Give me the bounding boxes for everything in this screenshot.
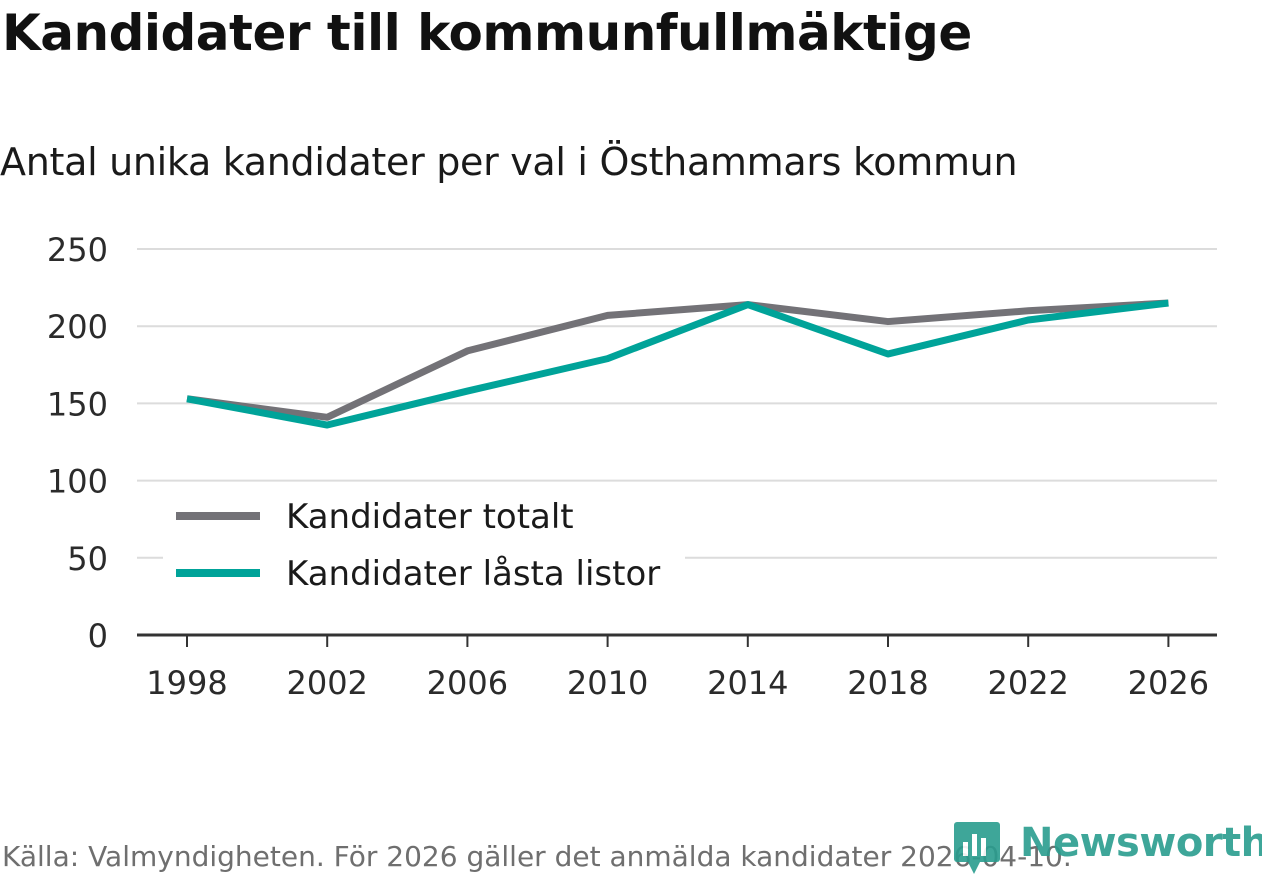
legend-background (163, 492, 685, 602)
x-axis: 1998 2002 2006 2010 2014 2018 2022 2026 (137, 633, 1217, 702)
y-tick-label: 50 (67, 540, 108, 578)
x-tick-label: 1998 (146, 664, 227, 702)
source-note: Källa: Valmyndigheten. För 2026 gäller d… (2, 840, 1072, 873)
x-tick-label: 2002 (286, 664, 367, 702)
y-tick-label: 150 (47, 385, 108, 423)
legend-label-total: Kandidater totalt (286, 497, 574, 537)
y-tick-label: 250 (47, 231, 108, 269)
y-tick-label: 100 (47, 463, 108, 501)
x-tick-label: 2022 (987, 664, 1068, 702)
x-tick-label: 2014 (707, 664, 788, 702)
x-tick-label: 2006 (427, 664, 508, 702)
y-tick-label: 200 (47, 308, 108, 346)
series-lines (186, 299, 1169, 429)
y-tick-label: 0 (88, 617, 108, 655)
y-axis-ticks: 0 50 100 150 200 250 (47, 231, 108, 655)
x-tick-label: 2026 (1128, 664, 1209, 702)
newsworthy-logo-text: Newsworthy (1020, 820, 1262, 866)
x-tick-label: 2010 (567, 664, 648, 702)
legend: Kandidater totalt Kandidater låsta listor (163, 492, 685, 602)
chart-title: Kandidater till kommunfullmäktige (2, 4, 972, 62)
x-tick-label: 2018 (847, 664, 928, 702)
newsworthy-logo-icon (954, 822, 1000, 874)
chart-subtitle: Antal unika kandidater per val i Östhamm… (0, 140, 1018, 184)
series-line-locked (186, 299, 1169, 429)
legend-label-locked: Kandidater låsta listor (286, 554, 660, 594)
series-line-total (186, 299, 1169, 421)
newsworthy-logo: Newsworthy (950, 818, 1262, 878)
